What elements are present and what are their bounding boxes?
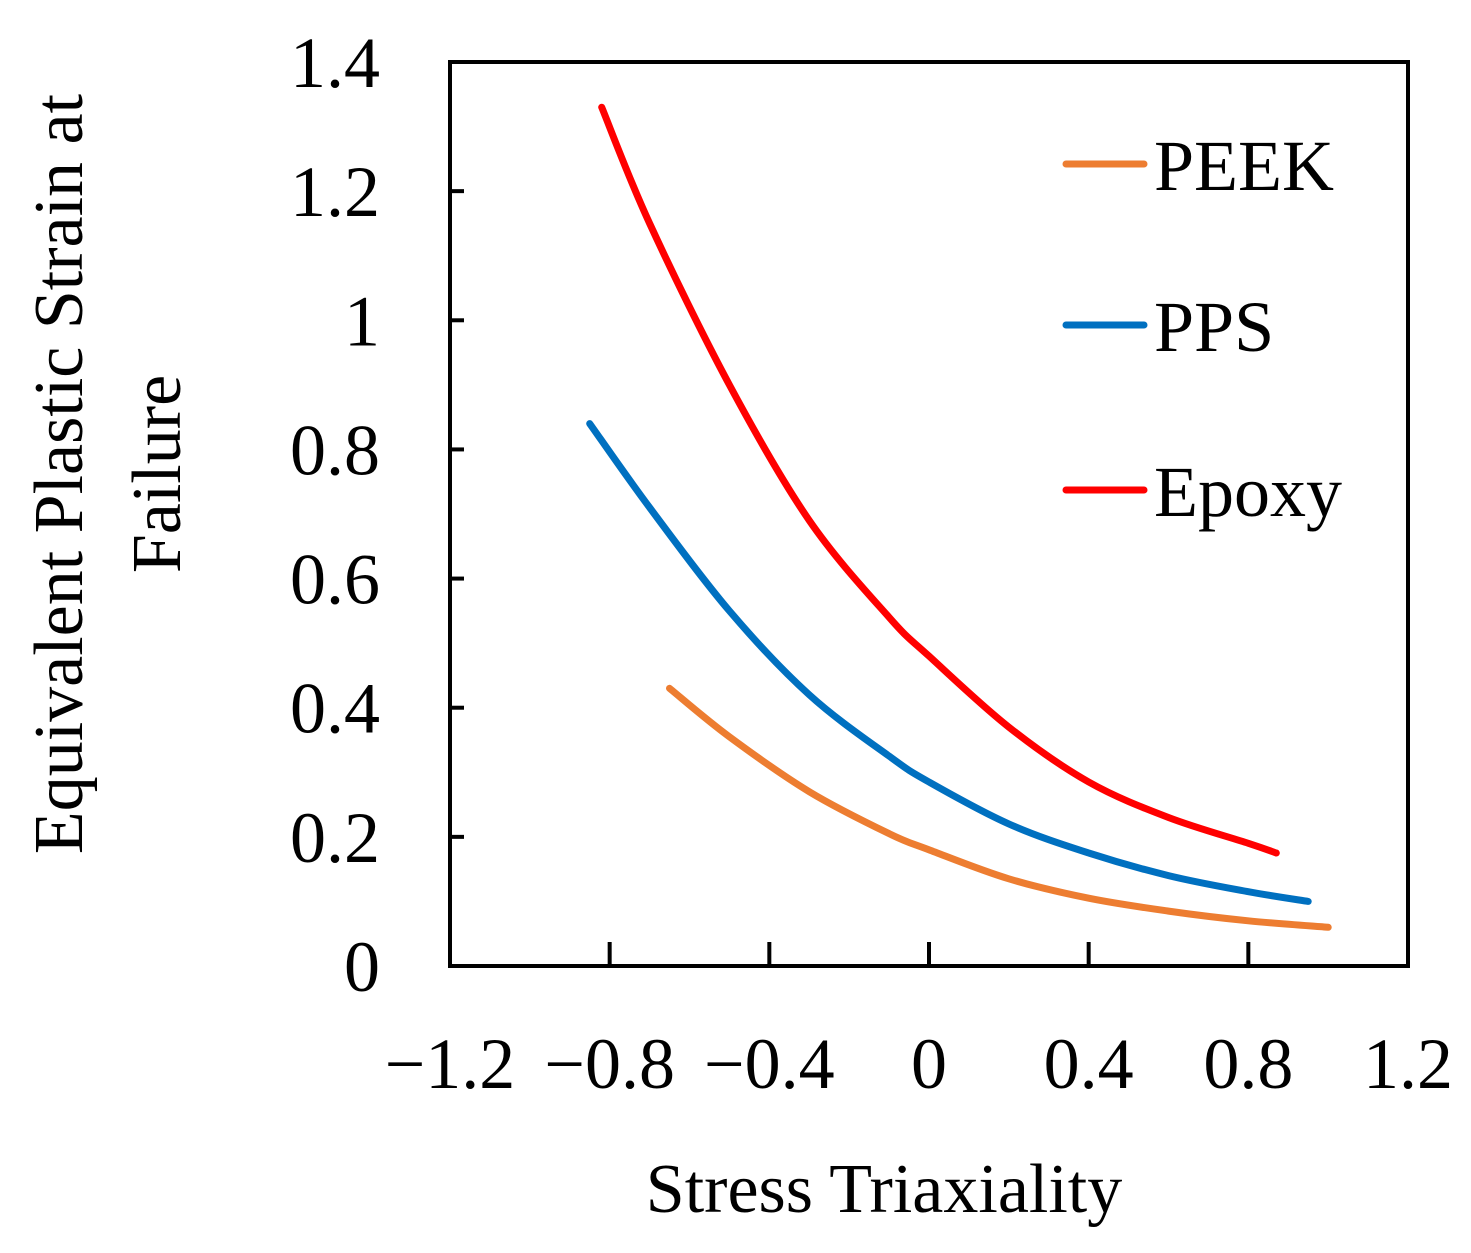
series-line-pps [586,420,1312,905]
series-line-peek [666,684,1332,931]
y-tick-label: 0 [344,927,380,1007]
y-axis-title-line: Failure [119,375,196,573]
y-axis-title: Equivalent Plastic Strain at Failure [21,93,196,854]
y-tick-label: 1.4 [290,23,380,103]
y-tick-label: 1.2 [290,152,380,232]
y-tick-label: 0.4 [290,669,380,749]
y-tick-label: 1 [344,281,380,361]
y-tick-label: 0.8 [290,410,380,490]
legend-label-peek: PEEK [1154,126,1334,206]
legend-label-pps: PPS [1154,287,1274,367]
x-tick-label: 0.4 [1044,1024,1134,1104]
y-tick-label: 0.2 [290,798,380,878]
y-axis-title-line: Equivalent Plastic Strain at [21,93,98,854]
x-tick-label: 0 [911,1024,947,1104]
legend: PEEK PPS Epoxy [1062,126,1342,532]
x-axis-title: Stress Triaxiality [646,1151,1122,1228]
x-tick-label: −0.8 [544,1024,675,1104]
series-line-epoxy [598,103,1280,857]
x-tick-label: 1.2 [1363,1024,1453,1104]
x-tick-label: −1.2 [385,1024,516,1104]
y-tick-label: 0.6 [290,540,380,620]
legend-label-epoxy: Epoxy [1154,452,1342,532]
ticks-layer: 0 0.2 0.4 0.6 0.8 1 1.2 1.4 −1.2 −0.8 −0.4 0 0.4 0.8 1… [290,23,1453,1104]
series-layer [586,103,1332,931]
x-tick-label: 0.8 [1203,1024,1293,1104]
x-tick-label: −0.4 [704,1024,835,1104]
